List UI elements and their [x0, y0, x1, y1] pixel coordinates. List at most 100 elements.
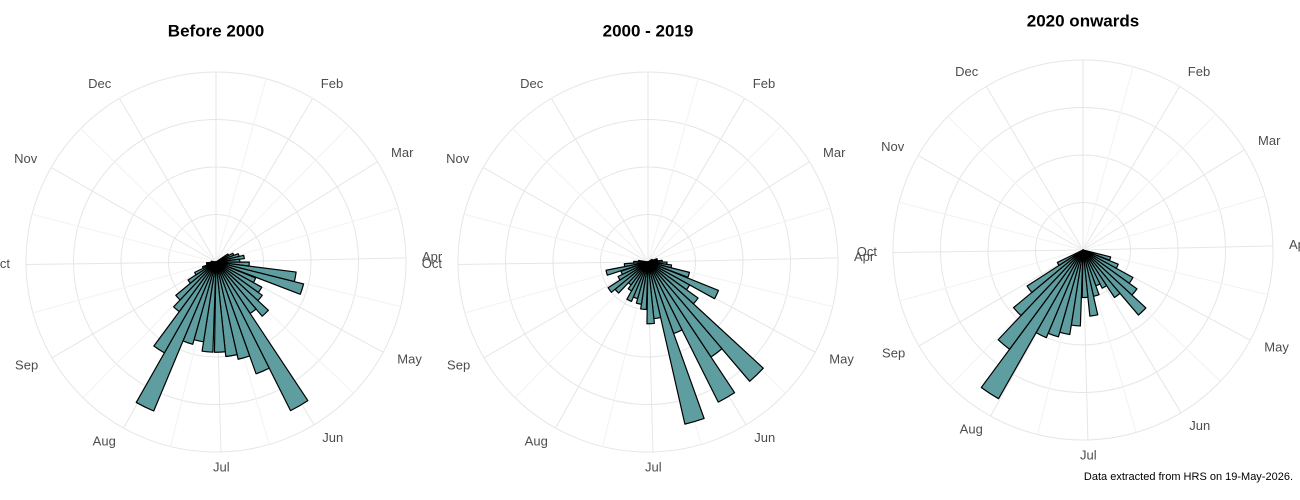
panel: Before 2000 Feb Mar Apr May Jun Jul Aug Sep Oct No…: [0, 21, 443, 474]
grid-spoke: [893, 249, 1084, 253]
bar: [215, 261, 269, 317]
bar: [1081, 249, 1089, 299]
grid-spoke: [482, 167, 649, 263]
minor-spoke: [647, 78, 699, 263]
grid-spoke: [458, 261, 649, 265]
bar: [605, 261, 649, 276]
grid-spoke: [985, 86, 1084, 251]
grid-spoke: [1082, 86, 1181, 251]
x-tick-label: Jun: [322, 430, 343, 445]
grid-spoke: [50, 167, 217, 263]
x-tick-label: Mar: [1258, 133, 1281, 148]
bar: [646, 261, 655, 325]
minor-spoke: [215, 78, 267, 263]
bar: [175, 261, 217, 301]
bar: [1012, 249, 1084, 317]
x-tick-label: Dec: [520, 76, 544, 91]
grid-spoke: [550, 98, 649, 263]
minor-spoke: [1082, 113, 1217, 251]
x-tick-label: Apr: [854, 249, 875, 264]
bar: [1026, 249, 1084, 294]
x-tick-label: Sep: [447, 357, 470, 372]
bar: [215, 261, 305, 295]
bar: [1082, 249, 1147, 316]
grid-spoke: [1082, 149, 1245, 251]
grid-spoke: [647, 161, 810, 263]
bar: [647, 261, 736, 403]
x-tick-label: Nov: [881, 139, 905, 154]
minor-spoke: [463, 213, 649, 263]
grid-spoke: [51, 261, 217, 359]
bar: [215, 254, 245, 263]
x-tick-label: Aug: [960, 421, 983, 436]
x-tick-label: Jul: [645, 459, 662, 474]
x-tick-label: Dec: [88, 76, 112, 91]
x-tick-label: Feb: [753, 76, 775, 91]
bar: [187, 261, 217, 284]
x-tick-label: Aug: [93, 433, 116, 448]
x-tick-label: Oct: [422, 256, 443, 271]
minor-spoke: [31, 213, 217, 263]
bar: [215, 261, 238, 358]
bar: [997, 249, 1084, 350]
minor-spoke: [80, 128, 217, 263]
x-tick-label: Nov: [446, 151, 470, 166]
bar: [647, 261, 764, 382]
grid-spoke: [917, 155, 1084, 251]
minor-spoke: [899, 249, 1084, 302]
x-tick-label: May: [397, 351, 422, 366]
panel: 2000 - 2019 Feb Mar Apr May Jun Jul Aug Sep Oct No…: [422, 21, 875, 474]
bar: [647, 261, 705, 425]
x-tick-label: Jul: [1080, 447, 1097, 462]
grid-spoke: [118, 98, 217, 263]
bar: [1056, 249, 1084, 267]
x-tick-label: Nov: [14, 151, 38, 166]
minor-spoke: [1082, 195, 1266, 251]
bar: [1082, 249, 1121, 299]
panel-title: Before 2000: [168, 21, 264, 40]
bar: [607, 261, 649, 293]
bar: [623, 261, 649, 268]
minor-spoke: [32, 261, 217, 314]
grid-spoke: [647, 98, 746, 263]
x-tick-label: Feb: [1188, 64, 1210, 79]
x-tick-label: Jun: [754, 430, 775, 445]
grid-spoke: [1082, 245, 1273, 251]
x-tick-label: Jul: [213, 459, 230, 474]
panel: 2020 onwards Feb Mar Apr May Jun Jul Aug Sep Oct N…: [857, 11, 1300, 462]
x-tick-label: May: [1264, 339, 1289, 354]
bar: [153, 261, 217, 354]
x-tick-label: Jun: [1189, 418, 1210, 433]
bar: [215, 261, 309, 412]
caption: Data extracted from HRS on 19-May-2026.: [1084, 471, 1293, 483]
minor-spoke: [647, 207, 831, 263]
grid-spoke: [215, 98, 314, 263]
bar: [617, 261, 649, 281]
x-tick-label: Sep: [15, 357, 38, 372]
bar: [980, 249, 1084, 400]
bar: [210, 260, 217, 263]
x-tick-label: Apr: [422, 249, 443, 264]
x-tick-label: Apr: [1289, 237, 1300, 252]
x-tick-label: May: [829, 351, 854, 366]
bar: [172, 261, 217, 313]
x-tick-label: Dec: [955, 64, 979, 79]
grid-spoke: [647, 257, 838, 263]
x-tick-label: Oct: [0, 256, 10, 271]
x-tick-label: Sep: [882, 345, 905, 360]
bar: [1082, 249, 1099, 317]
minor-spoke: [215, 207, 399, 263]
x-tick-label: Feb: [321, 76, 343, 91]
x-tick-label: Oct: [857, 244, 878, 259]
x-tick-label: Aug: [525, 433, 548, 448]
x-tick-label: Mar: [823, 145, 846, 160]
minor-spoke: [1082, 249, 1268, 296]
bar: [213, 261, 226, 353]
panel-title: 2000 - 2019: [603, 21, 694, 40]
minor-spoke: [898, 201, 1084, 251]
minor-spoke: [947, 116, 1084, 251]
minor-spoke: [215, 125, 350, 263]
x-tick-label: Mar: [391, 145, 414, 160]
bar: [135, 261, 217, 412]
